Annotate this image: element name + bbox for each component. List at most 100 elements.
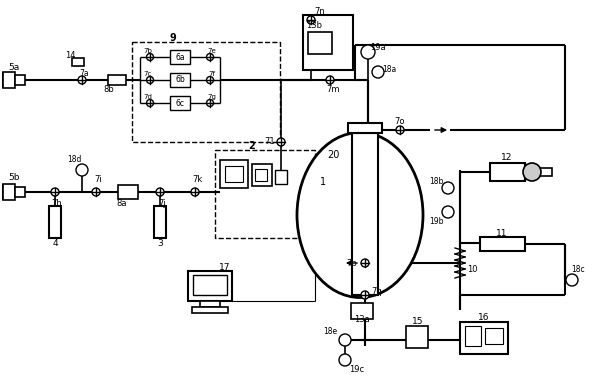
Bar <box>170 96 190 110</box>
Bar <box>108 75 126 85</box>
Text: 8b: 8b <box>104 86 115 94</box>
Bar <box>193 275 227 295</box>
Bar <box>406 326 428 348</box>
Text: 5a: 5a <box>8 64 20 72</box>
Text: 7p: 7p <box>347 258 358 268</box>
Text: 20: 20 <box>327 150 339 160</box>
Circle shape <box>361 45 375 59</box>
Text: 17: 17 <box>219 263 231 271</box>
Text: 1: 1 <box>320 177 326 187</box>
Bar <box>215 150 315 238</box>
Bar <box>351 303 373 319</box>
Bar <box>200 301 220 307</box>
Text: 71: 71 <box>265 138 275 147</box>
Circle shape <box>76 164 88 176</box>
Circle shape <box>396 126 404 134</box>
Circle shape <box>191 188 199 196</box>
Bar <box>154 206 166 238</box>
Circle shape <box>51 188 59 196</box>
Circle shape <box>146 77 154 83</box>
Text: 19c: 19c <box>349 365 365 374</box>
Text: 18d: 18d <box>67 155 81 164</box>
Bar <box>252 164 272 186</box>
Bar <box>490 163 525 181</box>
Bar <box>72 58 84 66</box>
Text: 7n: 7n <box>314 8 325 17</box>
Text: 7m: 7m <box>326 85 340 94</box>
Bar <box>352 133 378 295</box>
Bar <box>303 15 353 70</box>
Text: 18b: 18b <box>429 177 443 186</box>
Bar <box>480 237 525 251</box>
Circle shape <box>307 16 315 24</box>
Text: 5b: 5b <box>8 174 20 183</box>
Bar <box>225 166 243 182</box>
Text: 11: 11 <box>496 229 508 238</box>
Bar <box>308 32 332 54</box>
Bar <box>170 50 190 64</box>
Bar <box>255 169 267 181</box>
Text: 19a: 19a <box>370 42 386 52</box>
Circle shape <box>442 182 454 194</box>
Text: 18c: 18c <box>571 266 585 274</box>
Circle shape <box>442 206 454 218</box>
Text: 7o: 7o <box>395 117 405 127</box>
Circle shape <box>146 100 154 106</box>
Text: 19b: 19b <box>429 218 443 227</box>
Text: 13a: 13a <box>354 315 370 324</box>
Text: 7d: 7d <box>143 94 152 100</box>
Text: 7b: 7b <box>143 48 152 54</box>
Text: 14: 14 <box>65 50 75 60</box>
Circle shape <box>146 53 154 61</box>
Circle shape <box>156 188 164 196</box>
Bar <box>15 187 25 197</box>
Text: 7h: 7h <box>52 199 62 208</box>
Circle shape <box>361 291 369 299</box>
Text: 10: 10 <box>467 266 477 274</box>
Text: 7f: 7f <box>209 71 215 77</box>
Text: 7k: 7k <box>192 175 202 185</box>
Bar <box>540 168 552 176</box>
Bar <box>275 170 287 184</box>
Text: 7e: 7e <box>208 48 217 54</box>
Text: 3: 3 <box>157 238 163 247</box>
Text: 7i: 7i <box>94 175 102 185</box>
Bar <box>49 206 61 238</box>
Bar <box>15 75 25 85</box>
Text: 7g: 7g <box>208 94 217 100</box>
Text: 8a: 8a <box>117 199 127 208</box>
Text: 2: 2 <box>248 141 256 151</box>
Bar <box>485 328 503 344</box>
Circle shape <box>277 138 285 146</box>
Bar <box>132 42 280 142</box>
Bar <box>188 271 232 301</box>
Text: 18e: 18e <box>323 326 337 335</box>
Text: 12: 12 <box>502 152 512 161</box>
Bar <box>348 123 382 133</box>
Text: 7a: 7a <box>79 69 89 78</box>
Circle shape <box>206 100 214 106</box>
Circle shape <box>92 188 100 196</box>
Text: 4: 4 <box>52 238 58 247</box>
Bar <box>118 185 138 199</box>
Text: 13b: 13b <box>306 22 322 30</box>
Circle shape <box>339 354 351 366</box>
Bar <box>220 160 248 188</box>
Bar <box>3 72 15 88</box>
Bar <box>465 326 481 346</box>
Text: 7q: 7q <box>371 287 382 296</box>
Text: 9: 9 <box>170 33 176 43</box>
Bar <box>192 307 228 313</box>
Circle shape <box>361 259 369 267</box>
Circle shape <box>523 163 541 181</box>
Text: 6b: 6b <box>175 75 185 85</box>
Text: 6c: 6c <box>176 99 185 108</box>
Bar <box>3 184 15 200</box>
Ellipse shape <box>297 133 423 298</box>
Circle shape <box>339 334 351 346</box>
Circle shape <box>326 76 334 84</box>
Text: 6a: 6a <box>175 53 185 61</box>
Circle shape <box>206 53 214 61</box>
Circle shape <box>372 66 384 78</box>
Text: 16: 16 <box>478 313 490 321</box>
